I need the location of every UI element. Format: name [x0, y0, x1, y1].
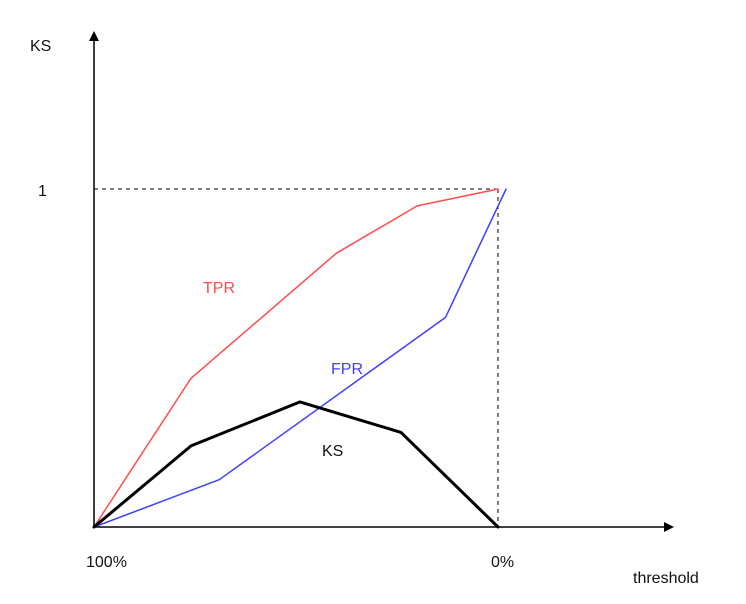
x-tick-label-100-percent: 100% [86, 554, 127, 571]
series-ks-line [92, 400, 500, 529]
y-tick-label-one: 1 [38, 183, 47, 200]
x-tick-label-0-percent: 0% [491, 554, 514, 571]
tpr-series-label: TPR [203, 280, 235, 297]
x-axis-label: threshold [633, 570, 699, 587]
y-axis-label: KS [30, 38, 51, 55]
series-fpr-line [93, 188, 507, 528]
series-tpr-line [93, 188, 499, 528]
fpr-series-label: FPR [331, 361, 363, 378]
ks-series-label: KS [322, 443, 343, 460]
